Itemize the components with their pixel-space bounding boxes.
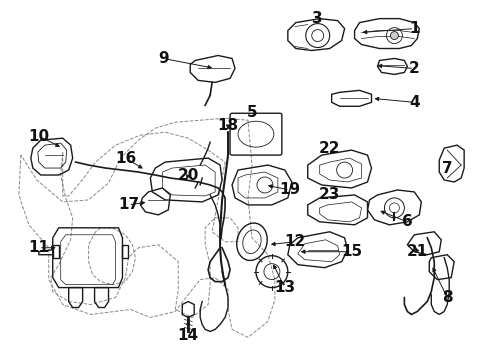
Text: 13: 13 <box>274 280 295 295</box>
Text: 2: 2 <box>409 61 420 76</box>
Text: 8: 8 <box>442 290 453 305</box>
Text: 3: 3 <box>313 11 323 26</box>
Text: 5: 5 <box>246 105 257 120</box>
Text: 20: 20 <box>177 167 199 183</box>
Text: 17: 17 <box>118 197 139 212</box>
Circle shape <box>391 32 398 40</box>
Text: 12: 12 <box>284 234 305 249</box>
Text: 4: 4 <box>409 95 419 110</box>
Text: 1: 1 <box>409 21 419 36</box>
Text: 18: 18 <box>218 118 239 133</box>
Text: 11: 11 <box>28 240 49 255</box>
Text: 14: 14 <box>178 328 199 343</box>
Text: 23: 23 <box>319 188 341 202</box>
Text: 16: 16 <box>115 150 136 166</box>
Text: 19: 19 <box>279 183 300 198</box>
Text: 6: 6 <box>402 214 413 229</box>
Text: 9: 9 <box>158 51 169 66</box>
Text: 22: 22 <box>319 141 341 156</box>
Text: 7: 7 <box>442 161 453 176</box>
Text: 21: 21 <box>407 244 428 259</box>
Text: 15: 15 <box>341 244 362 259</box>
Text: 10: 10 <box>28 129 49 144</box>
